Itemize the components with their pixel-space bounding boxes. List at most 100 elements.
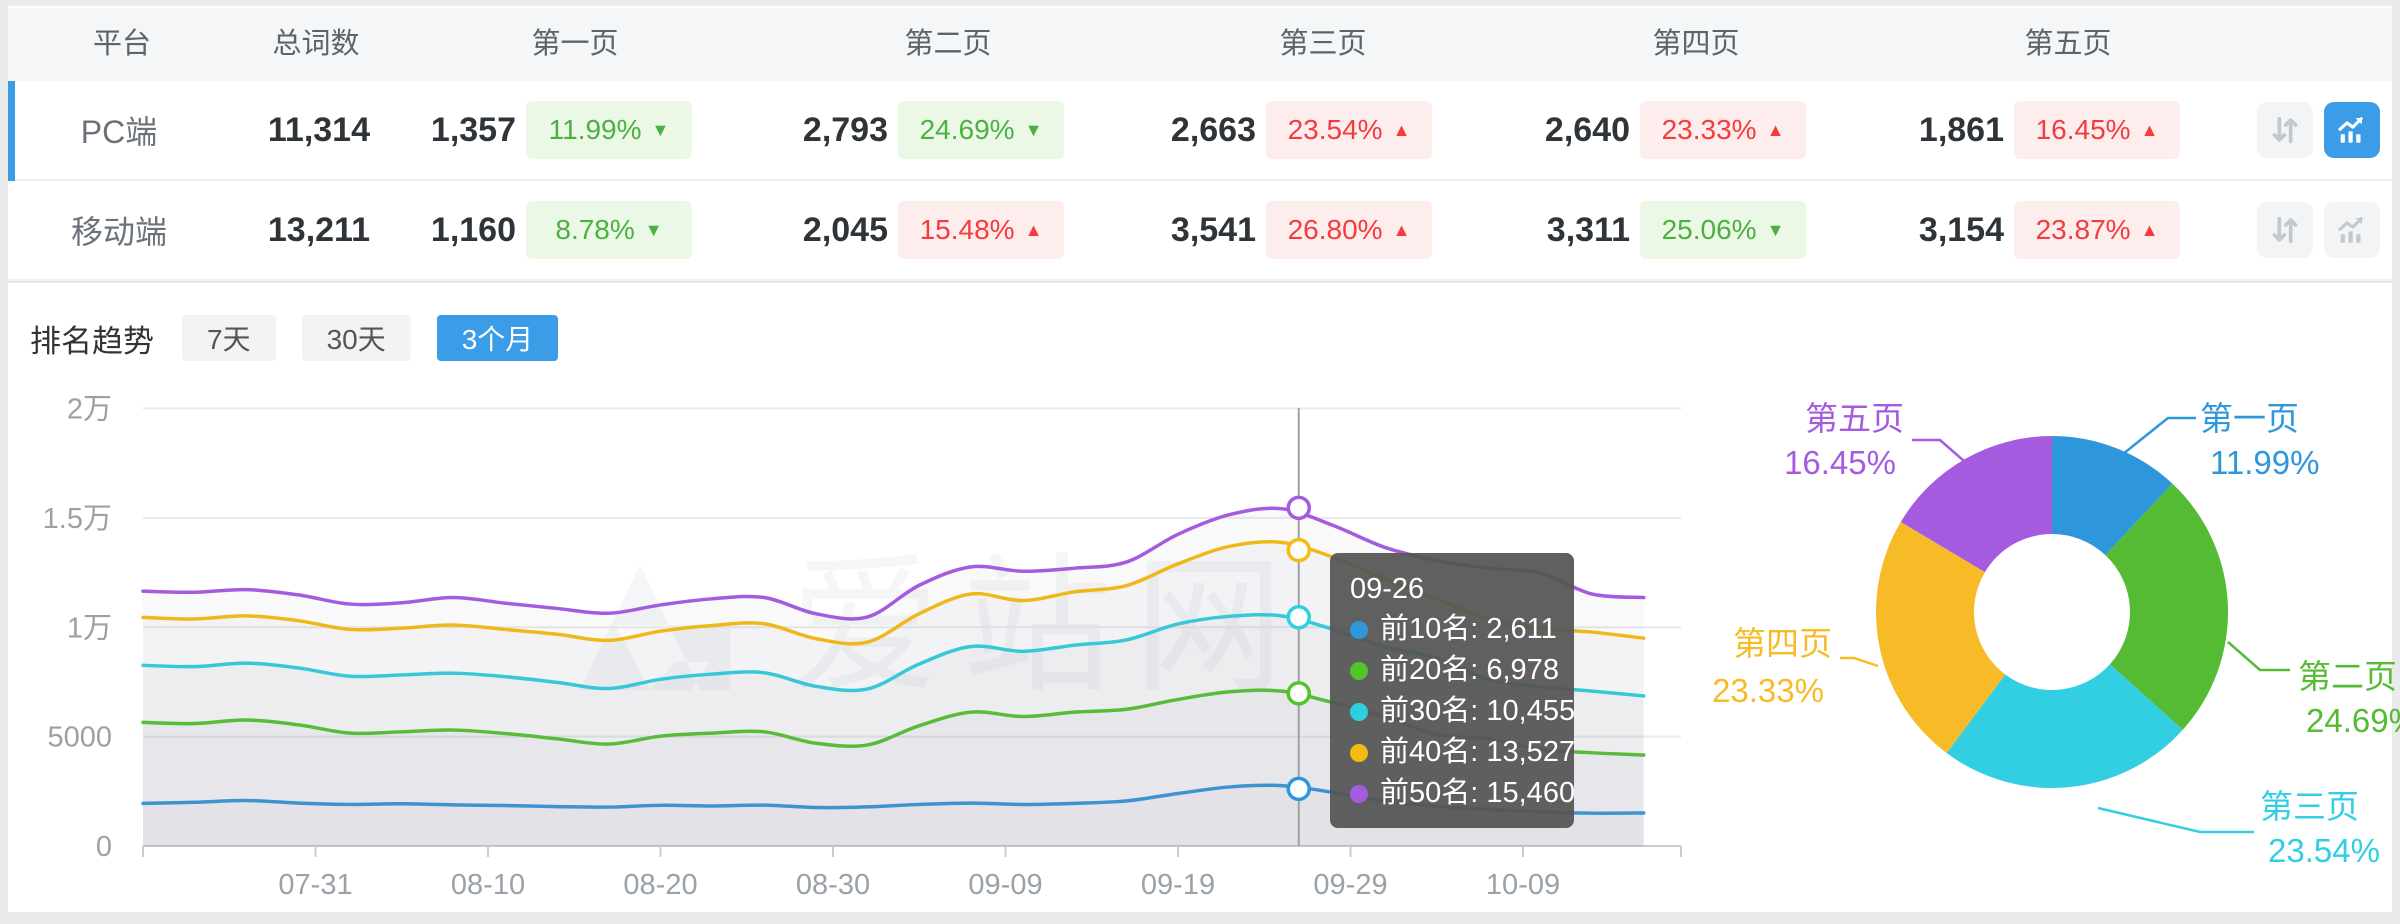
label-line-第一页	[2117, 416, 2196, 459]
sort-icon	[2272, 216, 2298, 244]
hover-point-前40名	[1286, 537, 1311, 563]
change-percent: 26.80%	[1287, 214, 1383, 245]
change-badge: 15.48% ▲	[898, 201, 1064, 259]
change-badge: 23.54% ▲	[1266, 101, 1432, 159]
trend-title: 排名趋势	[30, 323, 154, 359]
page-cell: 1,160 8.78% ▼	[370, 201, 692, 259]
trend-line-chart[interactable]: 爱站网050001万1.5万2万07-3108-1008-2008-3009-0…	[0, 380, 1760, 924]
legend-dot	[1350, 661, 1368, 680]
arrow-up-icon: ▲	[2140, 120, 2159, 140]
change-percent: 23.87%	[2035, 214, 2131, 245]
arrow-down-icon: ▼	[1766, 220, 1785, 240]
tooltip-value: 前50名: 15,460	[1380, 777, 1576, 809]
x-axis-label: 09-09	[968, 869, 1042, 901]
table-row: PC端 11,314 1,357 11.99% ▼ 2,793 24.69% ▼ 2,663 23…	[8, 81, 2392, 181]
column-header: 第五页	[2024, 28, 2112, 60]
change-badge: 23.87% ▲	[2014, 201, 2180, 259]
series-area-前30名	[143, 614, 1644, 846]
show-trend-button[interactable]	[2324, 202, 2380, 258]
page-count-value: 1,160	[430, 210, 516, 249]
page-count-value: 1,357	[430, 110, 516, 149]
page-count-value: 3,311	[1546, 210, 1630, 249]
tooltip-row: 前50名: 15,460	[1350, 773, 1575, 814]
change-percent: 16.45%	[2035, 114, 2131, 145]
column-header: 平台	[92, 28, 152, 60]
arrow-down-icon: ▼	[644, 220, 663, 240]
trend-toolbar: 排名趋势 7天 30天 3个月	[30, 315, 584, 361]
change-percent: 24.69%	[919, 114, 1015, 145]
change-percent: 25.06%	[1661, 214, 1757, 245]
tooltip-value: 前30名: 10,455	[1380, 695, 1576, 727]
donut-slice-第一页[interactable]	[2052, 436, 2173, 556]
change-percent: 8.78%	[555, 214, 635, 245]
y-axis-label: 0	[96, 831, 112, 863]
watermark-logo	[580, 565, 730, 690]
label-line-第四页	[1840, 656, 1879, 668]
donut-percent-第一页: 11.99%	[2210, 444, 2319, 481]
y-axis-label: 5000	[47, 722, 112, 754]
x-axis-label: 08-20	[623, 869, 697, 901]
page-count-value: 1,861	[1918, 110, 2004, 149]
donut-slice-第三页[interactable]	[1946, 664, 2183, 788]
donut-label-第四页: 第四页	[1733, 625, 1832, 662]
line-series-前50名[interactable]	[141, 506, 1646, 621]
series-area-前40名	[143, 541, 1644, 846]
page-count-value: 2,045	[802, 210, 888, 249]
column-header: 第四页	[1652, 28, 1740, 60]
page-cell: 2,793 24.69% ▼	[692, 101, 1064, 159]
legend-dot	[1350, 620, 1368, 639]
tooltip-date: 09-26	[1350, 573, 1425, 605]
arrow-down-icon: ▼	[1024, 120, 1043, 140]
sort-button[interactable]	[2257, 202, 2313, 258]
change-badge: 25.06% ▼	[1640, 201, 1806, 259]
page-count-value: 3,541	[1170, 210, 1256, 249]
page-count-value: 2,663	[1170, 110, 1256, 149]
tooltip-value: 前20名: 6,978	[1380, 654, 1559, 686]
table-divider	[8, 281, 2392, 283]
x-axis-label: 10-09	[1486, 869, 1560, 901]
page-cell: 2,640 23.33% ▲	[1432, 101, 1806, 159]
hover-point-前30名	[1286, 605, 1311, 630]
donut-slice-第四页[interactable]	[1876, 521, 2006, 753]
column-header: 第二页	[904, 28, 992, 60]
page-cell: 3,311 25.06% ▼	[1432, 201, 1806, 259]
donut-percent-第三页: 23.54%	[2268, 832, 2380, 869]
donut-label-第三页: 第三页	[2260, 788, 2359, 825]
tooltip-value: 前10名: 2,611	[1380, 613, 1557, 645]
platform-label: 移动端	[70, 214, 167, 250]
page-cell: 1,357 11.99% ▼	[370, 101, 692, 159]
row-actions	[2180, 202, 2392, 258]
page-share-donut-chart[interactable]: 第一页 11.99% 第二页 24.69% 第三页 23.54% 第四页 23.33% 第五页 1…	[1700, 370, 2400, 924]
tab-3个月[interactable]: 3个月	[436, 315, 559, 361]
donut-label-第五页: 第五页	[1805, 400, 1904, 437]
tab-30天[interactable]: 30天	[301, 315, 411, 361]
sort-button[interactable]	[2257, 102, 2313, 158]
x-axis-label: 08-10	[451, 869, 525, 901]
tab-7天[interactable]: 7天	[182, 315, 276, 361]
donut-slice-第二页[interactable]	[2105, 483, 2228, 730]
total-words-value: 11,314	[267, 110, 370, 149]
tooltip-value: 前40名: 13,527	[1380, 736, 1576, 768]
x-axis-label: 09-19	[1141, 869, 1215, 901]
tooltip-row: 前10名: 2,611	[1350, 609, 1557, 650]
table-header: 平台 总词数 第一页 第二页 第三页 第四页 第五页	[8, 8, 2392, 81]
change-badge: 11.99% ▼	[526, 101, 692, 159]
page-count-value: 2,793	[802, 110, 888, 149]
legend-dot	[1350, 702, 1368, 721]
x-axis-label: 07-31	[278, 869, 352, 901]
donut-label-第一页: 第一页	[2200, 400, 2299, 437]
row-actions	[2180, 102, 2392, 158]
arrow-up-icon: ▲	[1392, 120, 1411, 140]
change-percent: 23.33%	[1661, 114, 1757, 145]
hover-point-前50名	[1286, 495, 1311, 521]
column-header: 第三页	[1279, 28, 1367, 60]
donut-slice-第五页[interactable]	[1900, 436, 2052, 573]
y-axis-label: 1万	[67, 612, 112, 644]
donut-percent-第五页: 16.45%	[1784, 444, 1896, 481]
chart-tooltip: 09-26 前10名: 2,611 前20名: 6,978 前30名: 10,455…	[1330, 553, 1576, 828]
tooltip-row: 前20名: 6,978	[1350, 650, 1559, 691]
show-trend-button[interactable]	[2324, 102, 2380, 158]
change-percent: 11.99%	[548, 114, 642, 145]
page-cell: 1,861 16.45% ▲	[1806, 101, 2180, 159]
